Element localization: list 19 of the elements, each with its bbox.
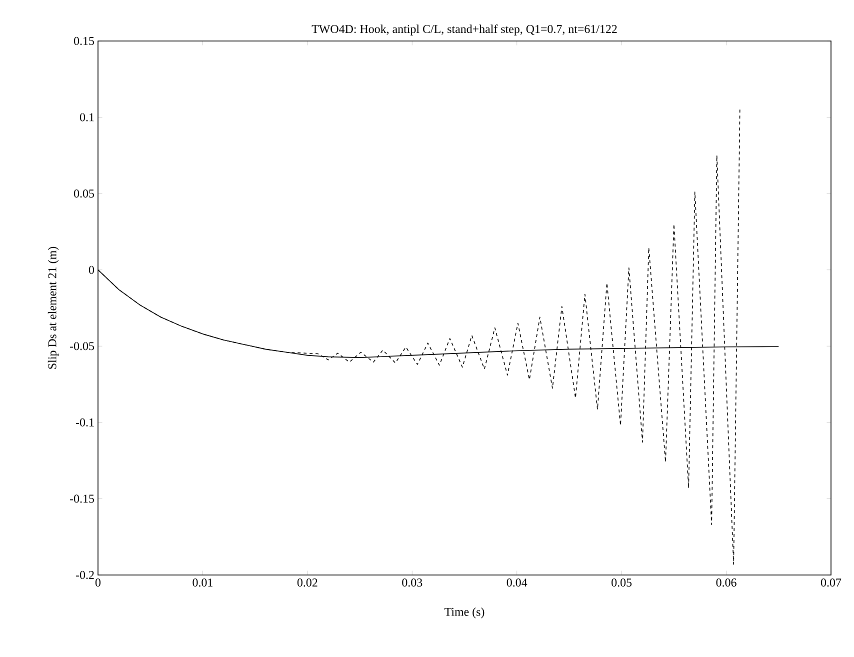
x-tick-label: 0.05: [612, 578, 632, 587]
x-tick-label: 0.02: [297, 578, 318, 587]
y-tick-label: -0.2: [76, 570, 94, 580]
y-tick-label: 0.15: [74, 36, 94, 46]
y-tick-label: 0.05: [74, 190, 94, 198]
x-tick-label: 0.07: [820, 578, 842, 587]
x-tick-label: 0.01: [192, 578, 212, 587]
chart-title: TWO4D: Hook, antipl C/L, stand+half step, Q1=0.7, nt=61/122: [312, 24, 617, 36]
y-tick-label: -0.05: [70, 342, 94, 350]
y-tick-label: -0.15: [70, 494, 94, 503]
x-axis-title: Time (s): [444, 607, 484, 618]
x-tick-label: 0: [95, 578, 101, 587]
y-axis-title: Slip Ds at element 21 (m): [48, 246, 59, 369]
x-tick-label: 0.04: [506, 578, 528, 587]
y-tick-label: -0.1: [76, 418, 94, 426]
x-tick-label: 0.06: [716, 578, 736, 587]
x-tick-label: 0.03: [402, 578, 422, 587]
y-tick-label: 0: [88, 266, 94, 274]
y-tick-label: 0.1: [80, 113, 94, 122]
